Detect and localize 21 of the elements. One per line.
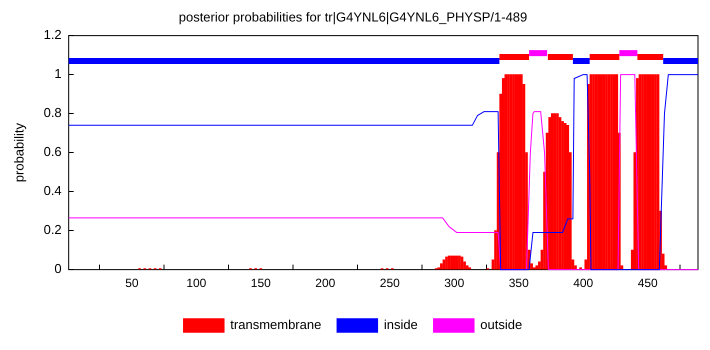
legend-label: outside xyxy=(480,317,522,332)
legend-label: transmembrane xyxy=(230,317,322,332)
x-tick-label: 300 xyxy=(444,276,465,290)
x-tick-label: 150 xyxy=(250,276,272,290)
y-tick-label: 0 xyxy=(54,261,62,276)
y-tick-label: 1 xyxy=(54,66,62,82)
x-tick-label: 450 xyxy=(638,276,658,290)
x-tick-label: 250 xyxy=(380,276,400,290)
y-tick-label: 0.8 xyxy=(44,105,62,120)
x-tick-label: 400 xyxy=(573,276,594,290)
y-tick-label: 0.2 xyxy=(44,222,62,238)
y-axis-title: probability xyxy=(11,122,26,182)
chart-title: posterior probabilities for tr|G4YNL6|G4YNL6_PHYSP/1-489 xyxy=(178,9,528,24)
y-tick-label: 0.4 xyxy=(44,183,62,198)
x-tick-label: 350 xyxy=(508,276,530,290)
y-tick-label: 1.2 xyxy=(44,27,62,42)
y-tick-label: 0.6 xyxy=(44,144,62,160)
x-tick-label: 200 xyxy=(315,276,336,290)
x-tick-label: 50 xyxy=(125,276,139,290)
x-tick-label: 100 xyxy=(186,276,207,290)
legend-label: inside xyxy=(384,317,418,332)
